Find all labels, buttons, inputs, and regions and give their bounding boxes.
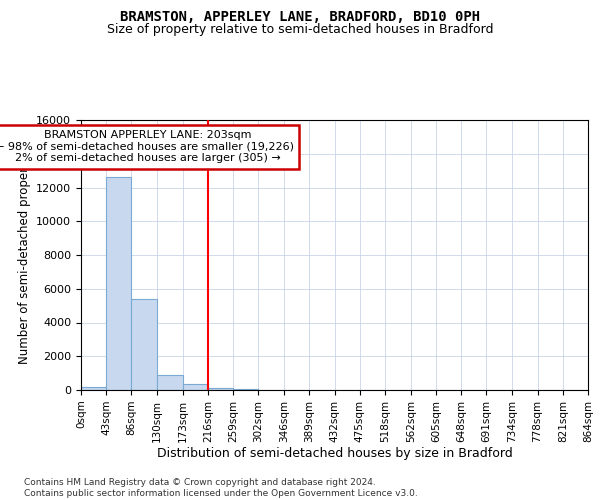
Bar bbox=[81, 386, 106, 390]
Bar bbox=[106, 176, 131, 390]
Bar bbox=[131, 299, 157, 390]
Y-axis label: Number of semi-detached properties: Number of semi-detached properties bbox=[17, 146, 31, 364]
Bar bbox=[208, 388, 233, 390]
Bar bbox=[182, 384, 208, 390]
Text: Contains HM Land Registry data © Crown copyright and database right 2024.
Contai: Contains HM Land Registry data © Crown c… bbox=[24, 478, 418, 498]
Text: BRAMSTON APPERLEY LANE: 203sqm
← 98% of semi-detached houses are smaller (19,226: BRAMSTON APPERLEY LANE: 203sqm ← 98% of … bbox=[0, 130, 294, 164]
X-axis label: Distribution of semi-detached houses by size in Bradford: Distribution of semi-detached houses by … bbox=[157, 448, 512, 460]
Text: Size of property relative to semi-detached houses in Bradford: Size of property relative to semi-detach… bbox=[107, 22, 493, 36]
Bar bbox=[233, 389, 258, 390]
Bar bbox=[157, 376, 182, 390]
Text: BRAMSTON, APPERLEY LANE, BRADFORD, BD10 0PH: BRAMSTON, APPERLEY LANE, BRADFORD, BD10 … bbox=[120, 10, 480, 24]
